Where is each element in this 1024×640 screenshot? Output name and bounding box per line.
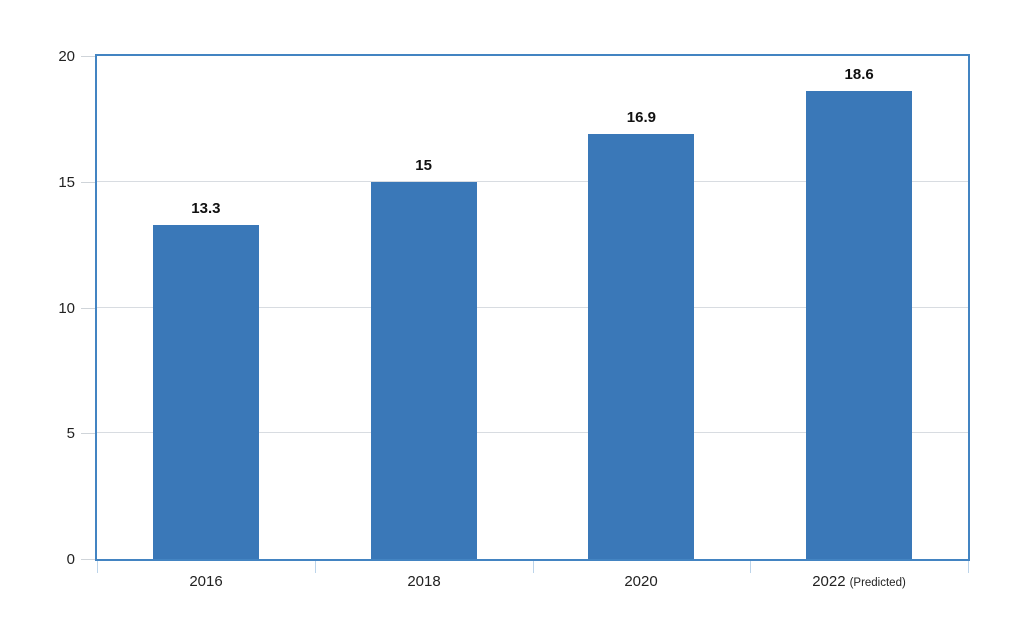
x-axis-tick	[968, 561, 969, 573]
x-axis-tick	[315, 561, 316, 573]
x-axis-label-2020: 2020	[624, 573, 657, 590]
y-axis-tick	[81, 182, 95, 183]
x-axis-tick	[750, 561, 751, 573]
bar-2016	[152, 224, 259, 559]
y-axis-tick	[81, 559, 95, 560]
x-axis-label-text: 2020	[624, 573, 658, 590]
y-axis-tick	[81, 433, 95, 434]
x-axis-label-text: 2022	[812, 573, 846, 590]
x-axis-label-text: 2018	[407, 573, 441, 590]
x-axis-label-text: 2016	[189, 573, 223, 590]
gridline	[97, 180, 968, 182]
x-axis-tick	[97, 561, 98, 573]
bar-2018	[370, 181, 477, 559]
y-axis-label: 0	[66, 551, 75, 568]
bar-value-label: 18.6	[844, 66, 874, 84]
y-axis-label: 15	[58, 174, 75, 191]
x-axis-tick	[533, 561, 534, 573]
y-axis-tick	[81, 308, 95, 309]
x-axis-label-2016: 2016	[189, 573, 222, 590]
y-axis-tick	[81, 56, 95, 57]
x-axis-label-2022: 2022 (Predicted)	[812, 573, 906, 590]
x-axis-label-2018: 2018	[407, 573, 440, 590]
gridline	[97, 432, 968, 434]
y-axis-label: 5	[66, 425, 75, 442]
gridline	[97, 306, 968, 308]
y-axis-label: 20	[58, 48, 75, 65]
x-axis-label-suffix: (Predicted)	[849, 577, 906, 589]
bar-2022	[806, 91, 913, 559]
bar-2020	[588, 133, 695, 559]
y-axis-label: 10	[58, 300, 75, 317]
bar-value-label: 15	[415, 156, 432, 174]
bar-value-label: 16.9	[626, 108, 656, 126]
plot-area: 13.3 15 16.9 18.6	[95, 54, 970, 561]
bar-value-label: 13.3	[191, 199, 221, 217]
